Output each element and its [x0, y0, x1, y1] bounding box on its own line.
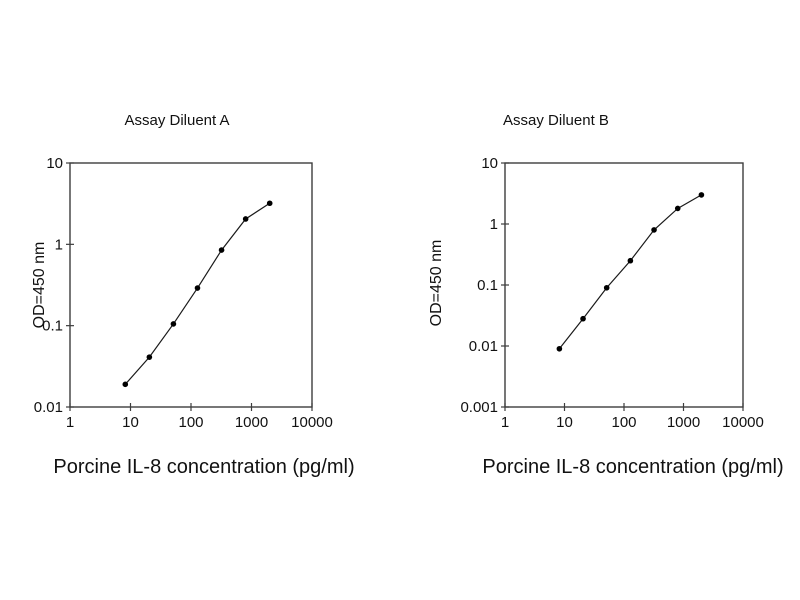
y-tick-label: 0.01 [34, 399, 63, 416]
data-point-marker [266, 200, 273, 207]
x-tick-label: 1000 [667, 414, 700, 431]
x-tick-label: 10000 [722, 414, 764, 431]
y-tick-label: 0.01 [469, 338, 498, 355]
x-tick-label: 10000 [291, 414, 333, 431]
y-tick-label: 1 [55, 236, 63, 253]
data-point-marker [603, 284, 610, 291]
data-point-marker [218, 247, 225, 253]
data-point-marker [698, 192, 705, 198]
chart-b-y-axis-label: OD=450 nm [428, 239, 445, 327]
chart-b-plot: 1 10 100 1000 10000 0.001 0.01 0.1 1 10 [460, 155, 764, 431]
y-tick-label: 0.1 [42, 318, 63, 335]
data-point-marker [194, 285, 201, 291]
x-tick-label: 1 [66, 414, 74, 431]
y-tick-label: 10 [481, 155, 498, 172]
x-tick-label: 1000 [235, 414, 268, 431]
chart-b-title: Assay Diluent B [503, 112, 609, 129]
x-tick-label: 100 [611, 414, 636, 431]
y-tick-label: 10 [46, 155, 63, 172]
plot-border [69, 162, 313, 408]
x-tick-label: 100 [178, 414, 203, 431]
data-point-marker [122, 381, 129, 388]
data-point-marker [170, 321, 177, 327]
data-point-marker [242, 216, 249, 222]
chart-a-x-axis-label: Porcine IL-8 concentration (pg/ml) [53, 456, 355, 478]
data-point-marker [146, 354, 153, 360]
x-tick-label: 10 [122, 414, 139, 431]
data-point-marker [580, 315, 586, 322]
y-tick-label: 0.001 [460, 399, 498, 416]
x-tick-label: 10 [556, 414, 573, 431]
plot-border [504, 162, 744, 408]
data-point-marker [651, 227, 657, 233]
y-tick-label: 1 [490, 216, 498, 233]
chart-a-title: Assay Diluent A [124, 112, 230, 129]
data-point-marker [627, 257, 634, 264]
chart-b-x-axis-label: Porcine IL-8 concentration (pg/ml) [482, 456, 784, 478]
data-point-marker [674, 205, 681, 212]
y-tick-label: 0.1 [477, 277, 498, 294]
data-point-marker [556, 345, 563, 352]
x-tick-label: 1 [501, 414, 509, 431]
chart-a-plot: 1 10 100 1000 10000 0.01 0.1 1 10 [34, 155, 333, 431]
standard-curve-line [558, 194, 702, 350]
